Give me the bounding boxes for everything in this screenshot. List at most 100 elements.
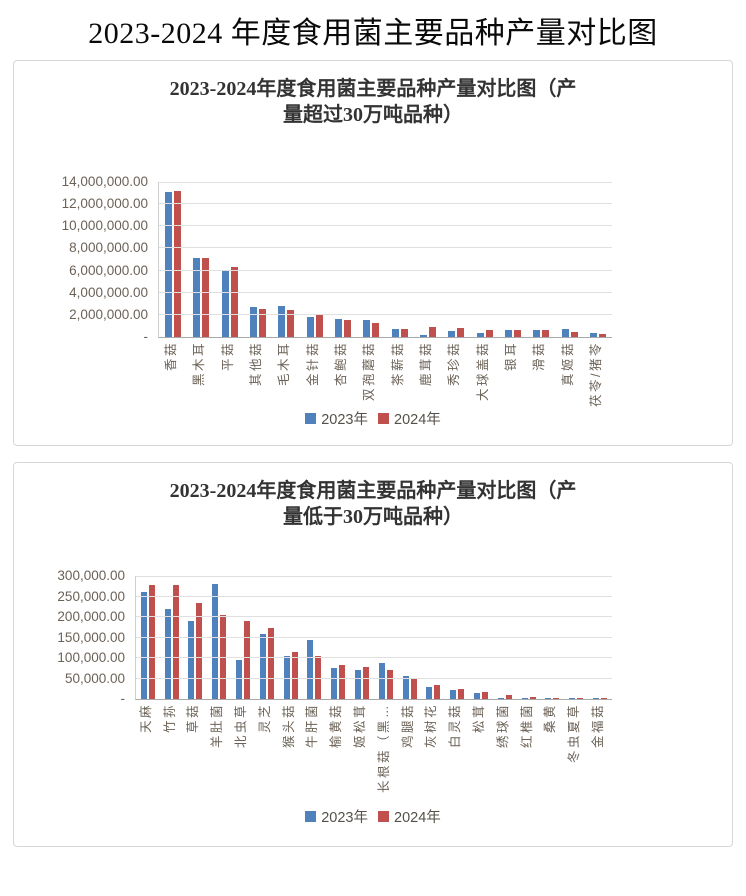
- legend-item-2024: 2024年: [378, 806, 441, 827]
- legend-item-2023: 2023年: [305, 408, 368, 429]
- bar: [372, 322, 380, 337]
- x-axis-label: 金针菇: [305, 341, 320, 387]
- x-axis-category: 秀珍菇: [441, 338, 469, 404]
- bar: [140, 592, 147, 699]
- bar: [505, 695, 512, 699]
- x-axis: 香菇 黑木耳 平菇 其他菇 毛木耳 金针菇 杏鲍菇 双孢蘑菇 茶薪菇 鹿茸菇 秀珍菇 大球盖菇 银耳 滑菇…: [158, 338, 611, 407]
- bar-group: [159, 182, 187, 337]
- x-axis-category: 茯苓/猪苓: [583, 338, 611, 407]
- x-axis-label: 草菇: [186, 703, 201, 734]
- bar-group: [303, 576, 327, 699]
- x-axis-category: 大球盖菇: [469, 338, 497, 404]
- bar: [545, 698, 552, 699]
- bar: [400, 328, 408, 337]
- x-axis-category: 鸡腿菇: [397, 700, 421, 804]
- bar: [402, 675, 409, 699]
- x-axis-label: 鸡腿菇: [400, 703, 415, 749]
- bar: [601, 698, 608, 699]
- bar-group: [216, 182, 244, 337]
- y-axis-tick-label: 250,000.00: [57, 588, 125, 604]
- y-axis-tick-label: 100,000.00: [57, 650, 125, 665]
- x-axis-label: 平菇: [220, 341, 235, 372]
- x-axis-label: 鹿茸菇: [418, 341, 433, 387]
- bar: [172, 585, 179, 699]
- bar: [339, 665, 346, 699]
- x-axis-category: 香菇: [158, 338, 186, 404]
- x-axis-label: 桑黄: [543, 703, 558, 734]
- legend-swatch-2024: [378, 811, 389, 822]
- bar-group: [422, 576, 446, 699]
- bar: [513, 330, 521, 337]
- bar: [230, 267, 238, 337]
- x-axis-category: 金福菇: [587, 700, 611, 804]
- bar: [448, 330, 456, 337]
- x-axis-label: 香菇: [164, 341, 179, 372]
- bar-group: [184, 576, 208, 699]
- x-axis-label: 秀珍菇: [447, 341, 462, 387]
- x-axis-label: 长根菇（黑…: [376, 703, 391, 794]
- bar: [457, 327, 465, 337]
- bar-group: [279, 576, 303, 699]
- x-axis-label: 榆黄菇: [329, 703, 344, 749]
- x-axis-category: 茶薪菇: [385, 338, 413, 404]
- chart-plot-region: 300,000.00 250,000.00 200,000.00 150,000.00…: [14, 568, 732, 706]
- x-axis-label: 白灵菇: [448, 703, 463, 749]
- y-axis-tick-label: -: [143, 329, 149, 344]
- legend-swatch-2024: [378, 413, 389, 424]
- bar-group: [357, 182, 385, 337]
- bar: [174, 191, 182, 337]
- bar: [236, 660, 243, 699]
- bar-group: [255, 576, 279, 699]
- bar-group: [136, 576, 160, 699]
- bar: [504, 330, 512, 337]
- bar: [428, 327, 436, 337]
- bar: [306, 317, 314, 337]
- x-axis-category: 杏鲍菇: [328, 338, 356, 404]
- x-axis-label: 银耳: [503, 341, 518, 372]
- x-axis-label: 天麻: [138, 703, 153, 734]
- y-axis-tick-label: 14,000,000.00: [61, 174, 148, 189]
- y-axis-tick-label: 12,000,000.00: [61, 196, 148, 212]
- x-axis: 天麻 竹荪 草菇 羊肚菌 北虫草 灵芝 猴头菇 牛肝菌 榆黄菇 姬松茸 长根菇（黑… 鸡腿菇 灰树花 白灵…: [135, 700, 611, 804]
- x-axis-label: 杏鲍菇: [334, 341, 349, 387]
- bar: [259, 634, 266, 699]
- x-axis-label: 双孢蘑菇: [362, 341, 377, 402]
- gridline: [159, 247, 612, 249]
- chart-title: 2023-2024年度食用菌主要品种产量对比图（产 量低于30万吨品种）: [14, 478, 732, 530]
- x-axis-category: 猴头菇: [278, 700, 302, 804]
- chart-title-line1: 2023-2024年度食用菌主要品种产量对比图（产: [169, 480, 577, 502]
- x-axis-label: 茶薪菇: [390, 341, 405, 387]
- bar: [521, 698, 528, 699]
- legend-label-2024: 2024年: [394, 412, 441, 428]
- y-axis-tick-label: -: [120, 691, 126, 706]
- x-axis-label: 松茸: [472, 703, 487, 734]
- bar: [482, 691, 489, 699]
- bar: [553, 698, 560, 699]
- gridline: [136, 576, 612, 577]
- x-axis-category: 鹿茸菇: [413, 338, 441, 404]
- x-axis-label: 灵芝: [257, 703, 272, 734]
- bar: [378, 663, 385, 699]
- bar-group: [555, 182, 583, 337]
- x-axis-category: 天麻: [135, 700, 159, 804]
- bar: [188, 621, 195, 699]
- bar: [598, 333, 606, 337]
- chart-card-under-300k-tons: 2023-2024年度食用菌主要品种产量对比图（产 量低于30万吨品种） 300…: [13, 462, 733, 847]
- bar: [283, 655, 290, 699]
- y-axis-tick-label: 8,000,000.00: [69, 240, 148, 256]
- chart-title: 2023-2024年度食用菌主要品种产量对比图（产 量超过30万吨品种）: [14, 76, 732, 128]
- bar-group: [326, 576, 350, 699]
- y-axis-tick-label: 200,000.00: [57, 609, 125, 624]
- x-axis-category: 松茸: [468, 700, 492, 804]
- bar-group: [160, 576, 184, 699]
- x-axis-label: 真姬菇: [560, 341, 575, 387]
- bar-group: [517, 576, 541, 699]
- legend-label-2023: 2023年: [321, 810, 368, 826]
- bar: [355, 670, 362, 699]
- bar: [419, 335, 427, 337]
- legend-label-2024: 2024年: [394, 810, 441, 826]
- bar: [458, 689, 465, 699]
- bar-group: [541, 576, 565, 699]
- bar: [569, 698, 576, 699]
